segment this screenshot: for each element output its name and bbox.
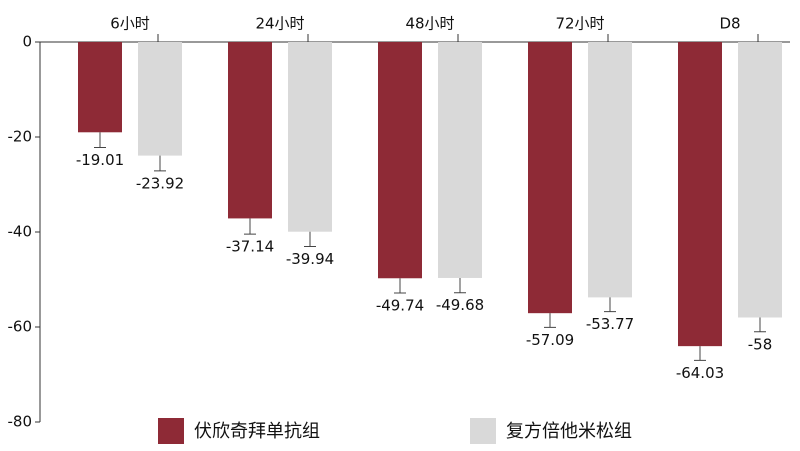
legend-swatch	[158, 418, 184, 444]
y-tick-label: -20	[8, 128, 33, 146]
data-label: -19.01	[76, 151, 124, 169]
error-bar	[94, 132, 106, 148]
error-bar	[394, 278, 406, 294]
x-tick-label: D8	[719, 15, 740, 33]
data-label: -49.68	[436, 296, 484, 314]
x-tick-label: 24小时	[255, 15, 304, 33]
data-label: -57.09	[526, 331, 574, 349]
data-label: -23.92	[136, 174, 184, 192]
legend-text: 复方倍他米松组	[506, 421, 632, 442]
bar	[438, 42, 482, 278]
y-tick-label: -40	[8, 223, 33, 241]
error-bar	[604, 297, 616, 313]
error-bar	[754, 317, 766, 333]
error-bar	[244, 218, 256, 235]
x-tick-label: 72小时	[555, 15, 604, 33]
bar	[288, 42, 332, 232]
y-tick-label: 0	[22, 33, 32, 51]
legend-swatch	[470, 418, 496, 444]
bar	[678, 42, 722, 347]
legend-text: 伏欣奇拜单抗组	[194, 421, 320, 442]
data-label: -49.74	[376, 296, 424, 314]
data-label: -53.77	[586, 315, 634, 333]
bar	[528, 42, 572, 314]
error-bar	[454, 277, 466, 294]
bar	[138, 42, 182, 156]
error-bar	[544, 313, 556, 328]
data-label: -58	[748, 335, 773, 353]
data-label: -37.14	[226, 238, 274, 256]
bar	[588, 42, 632, 298]
x-tick-label: 48小时	[405, 15, 454, 33]
bar	[78, 42, 122, 133]
y-tick-label: -80	[8, 413, 33, 431]
x-tick-label: 6小时	[110, 15, 150, 33]
bar	[378, 42, 422, 279]
bar	[228, 42, 272, 219]
error-bar	[694, 346, 706, 361]
bar	[738, 42, 782, 318]
error-bar	[304, 231, 316, 247]
error-bar	[154, 155, 166, 172]
y-tick-label: -60	[8, 318, 33, 336]
data-label: -39.94	[286, 250, 334, 268]
data-label: -64.03	[676, 364, 724, 382]
